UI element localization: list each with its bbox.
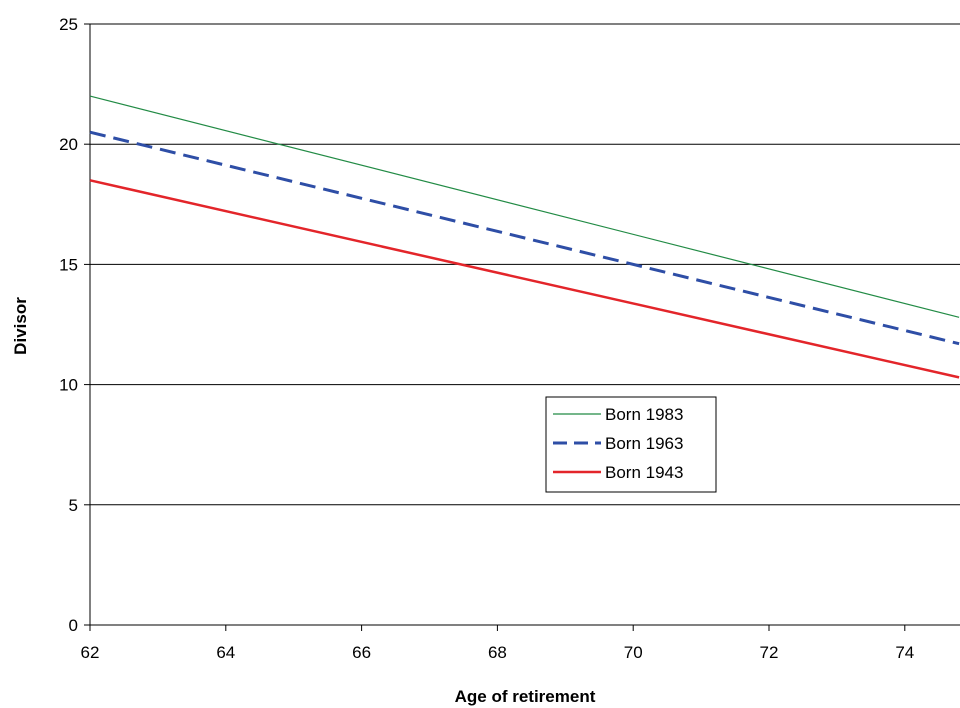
y-tick-label: 15 [59, 255, 78, 274]
x-axis-title: Age of retirement [455, 687, 596, 706]
x-axis-ticks: 62 64 66 68 70 72 74 [81, 625, 914, 662]
x-tick-label: 64 [216, 643, 235, 662]
gridlines [90, 23, 960, 506]
series-line-3 [89, 179, 960, 379]
series-line-2 [89, 130, 960, 346]
y-axis-title: Divisor [11, 297, 30, 355]
x-tick-label: 62 [81, 643, 100, 662]
x-tick-label: 68 [488, 643, 507, 662]
y-tick-label: 10 [59, 376, 78, 395]
y-tick-label: 25 [59, 15, 78, 34]
legend-label: Born 1963 [605, 434, 683, 453]
series-lines [89, 95, 960, 379]
legend: Born 1983 Born 1963 Born 1943 [545, 396, 717, 493]
x-tick-label: 66 [352, 643, 371, 662]
series-line-1 [89, 95, 960, 318]
x-tick-label: 70 [624, 643, 643, 662]
axes [89, 24, 960, 626]
y-tick-label: 20 [59, 135, 78, 154]
y-tick-label: 0 [69, 616, 78, 635]
y-axis-ticks: 0 5 10 15 20 25 [59, 15, 90, 635]
x-tick-label: 74 [895, 643, 914, 662]
y-tick-label: 5 [69, 496, 78, 515]
legend-label: Born 1943 [605, 463, 683, 482]
x-tick-label: 72 [760, 643, 779, 662]
legend-label: Born 1983 [605, 405, 683, 424]
